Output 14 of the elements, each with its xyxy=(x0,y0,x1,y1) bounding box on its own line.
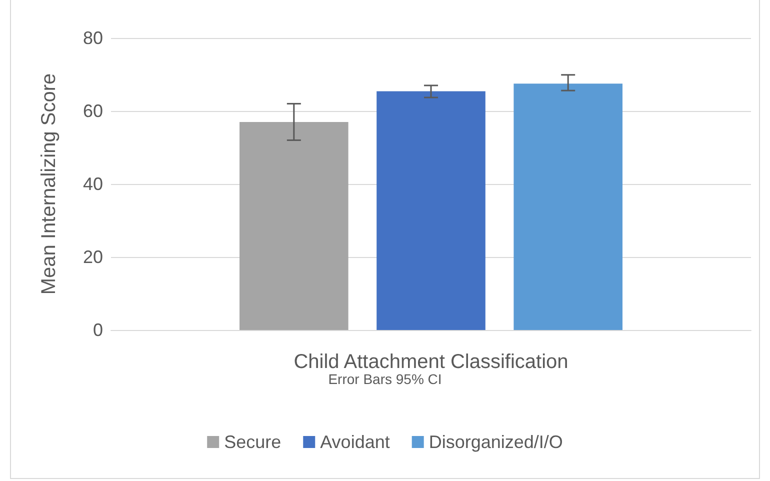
bar xyxy=(514,84,622,330)
y-tick-label: 80 xyxy=(82,28,103,48)
y-tick-label: 0 xyxy=(92,320,103,340)
y-tick-label: 60 xyxy=(82,101,103,121)
legend-label: Secure xyxy=(224,432,282,452)
legend-label: Disorganized/I/O xyxy=(428,432,563,452)
bar xyxy=(240,122,348,330)
text: Error Bars 95% CI xyxy=(328,371,442,387)
y-tick-label: 40 xyxy=(82,174,103,194)
y-tick-label: 20 xyxy=(82,247,103,267)
x-axis-title: Child Attachment Classification xyxy=(294,351,568,373)
bar xyxy=(376,91,486,330)
legend-label: Avoidant xyxy=(320,432,390,452)
y-axis-title: Mean Internalizing Score xyxy=(38,73,60,295)
